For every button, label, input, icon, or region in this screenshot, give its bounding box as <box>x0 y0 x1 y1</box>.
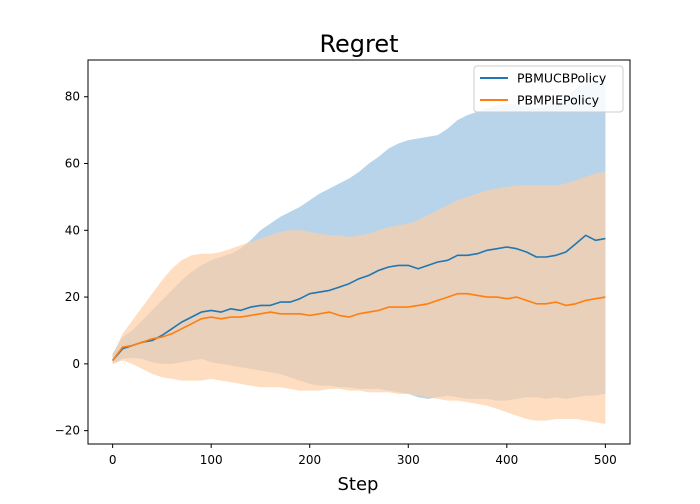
x-axis-label: Step <box>338 474 379 495</box>
x-tick-label: 300 <box>397 453 420 467</box>
y-tick-label: 80 <box>65 90 80 104</box>
y-tick-label: 40 <box>65 223 80 237</box>
legend-label: PBMPIEPolicy <box>517 93 600 108</box>
y-axis-ticks: −20 0 20 40 60 80 <box>55 90 88 438</box>
confidence-band-pbmpiepolicy <box>112 171 606 424</box>
x-tick-label: 400 <box>495 453 518 467</box>
x-tick-label: 500 <box>594 453 617 467</box>
confidence-bands <box>112 80 606 424</box>
legend: PBMUCBPolicy PBMPIEPolicy <box>473 65 624 113</box>
y-tick-label: 0 <box>72 357 80 371</box>
series-line-pbmpiepolicy <box>111 292 606 361</box>
y-tick-label: 20 <box>65 290 80 304</box>
y-tick-label: −20 <box>55 424 80 438</box>
legend-box <box>473 65 624 113</box>
x-tick-label: 100 <box>200 453 223 467</box>
series-line-pbmucbpolicy <box>111 234 606 362</box>
x-axis-ticks: 0 100 200 300 400 500 <box>109 444 617 467</box>
y-tick-label: 60 <box>65 157 80 171</box>
legend-label: PBMUCBPolicy <box>517 71 607 86</box>
x-tick-label: 0 <box>109 453 117 467</box>
plot-frame <box>87 59 631 445</box>
chart-title: Regret <box>319 30 398 58</box>
x-tick-label: 200 <box>298 453 321 467</box>
series-lines <box>111 234 606 362</box>
